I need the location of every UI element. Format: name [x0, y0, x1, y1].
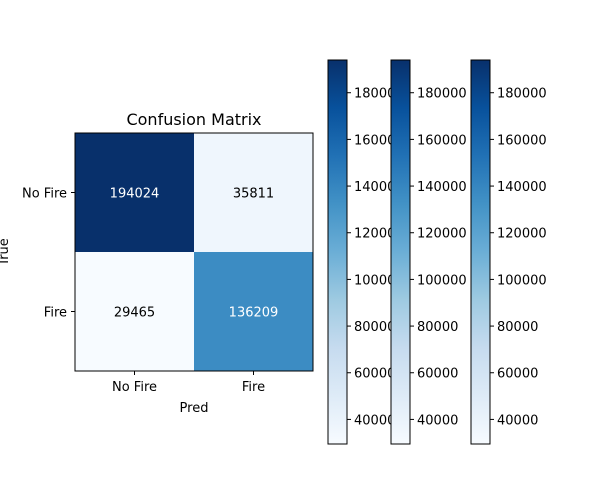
cell-value-label: 35811	[233, 187, 274, 202]
colorbar-tick-label: 140000	[497, 180, 547, 195]
x-tick-label: No Fire	[112, 380, 157, 395]
colorbar-gradient	[470, 59, 491, 445]
colorbar-tick-label: 180000	[497, 87, 547, 102]
colorbar-tick-label: 100000	[417, 273, 467, 288]
heatmap-frame	[74, 132, 314, 372]
colorbar-tick-label: 120000	[417, 227, 467, 242]
colorbar-tick-label: 60000	[417, 367, 458, 382]
colorbar-tick-label: 60000	[354, 367, 395, 382]
cell-value-label: 194024	[110, 187, 160, 202]
colorbar-tick-label: 60000	[497, 367, 538, 382]
colorbar: 40000 60000 80000 100000 120000 140000 160000 1…	[470, 59, 547, 445]
colorbar-gradient	[390, 59, 411, 445]
colorbars: 40000 60000 80000 100000 120000 140000 160000 1…	[327, 59, 547, 445]
colorbar-tick-label: 140000	[417, 180, 467, 195]
colorbar-tick-label: 80000	[417, 320, 458, 335]
colorbar-tick-label: 180000	[417, 87, 467, 102]
heatmap-cell	[194, 252, 313, 371]
colorbar-tick-label: 40000	[354, 413, 395, 428]
cell-value-label: 29465	[114, 306, 155, 321]
heatmap-cell-labels: 194024 35811 29465 136209	[110, 187, 279, 321]
y-axis-label: True	[0, 238, 12, 267]
heatmap-cell	[75, 133, 194, 252]
heatmap-cell	[194, 133, 313, 252]
cell-value-label: 136209	[229, 306, 279, 321]
colorbar-tick-label: 40000	[497, 413, 538, 428]
colorbar-tick-label: 160000	[497, 133, 547, 148]
y-axis-ticks: No Fire Fire	[22, 187, 75, 321]
colorbar-tick-label: 160000	[417, 133, 467, 148]
colorbar-tick-label: 80000	[354, 320, 395, 335]
colorbar-tick-label: 40000	[417, 413, 458, 428]
y-tick-label: No Fire	[22, 187, 67, 202]
y-tick-label: Fire	[44, 306, 67, 321]
heatmap-cells	[75, 133, 313, 371]
colorbar-tick-label: 80000	[497, 320, 538, 335]
colorbar-tick-label: 100000	[497, 273, 547, 288]
colorbar-gradient	[327, 59, 348, 445]
x-tick-label: Fire	[242, 380, 265, 395]
colorbar: 40000 60000 80000 100000 120000 140000 160000 1…	[390, 59, 467, 445]
heatmap-cell	[75, 252, 194, 371]
colorbar-tick-label: 120000	[497, 227, 547, 242]
x-axis-label: Pred	[180, 401, 209, 416]
chart-title: Confusion Matrix	[126, 110, 261, 129]
x-axis-ticks: No Fire Fire	[112, 371, 265, 395]
